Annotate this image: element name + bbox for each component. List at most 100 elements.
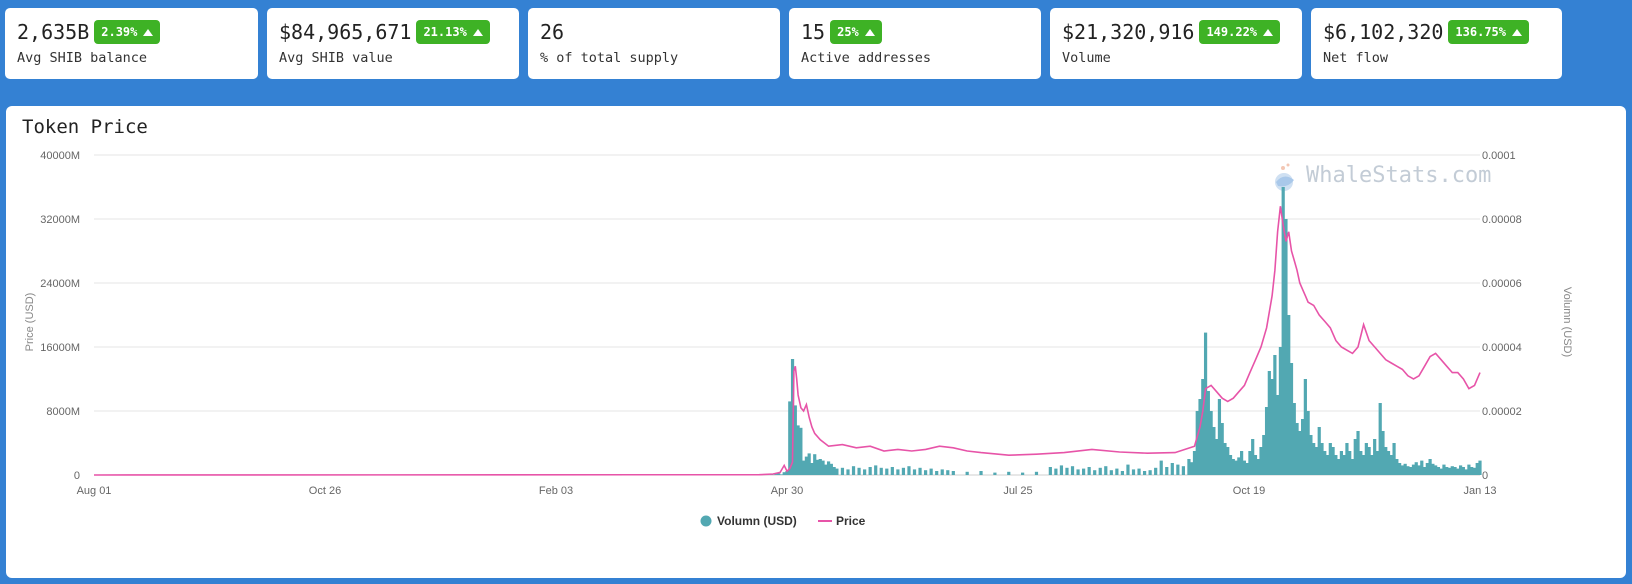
volume-bar [1206,391,1210,475]
volume-bar [1403,463,1407,475]
volume-bar [840,467,845,475]
volume-bar [1350,459,1355,475]
volume-bar [1223,443,1227,475]
change-badge: 149.22% [1199,20,1281,44]
x-tick-label: Oct 19 [1233,485,1265,497]
badge-text: 149.22% [1206,25,1258,39]
left-axis-title: Price (USD) [24,293,36,352]
volume-bar [1359,451,1363,475]
volume-bars [764,187,1482,475]
volume-bar [1289,363,1294,475]
volume-bar [1284,219,1288,475]
volume-bar [1461,467,1465,475]
right-tick-label: 0.00004 [1482,342,1522,354]
volume-bar [813,454,817,475]
stat-card-active-addresses: 15 25% Active addresses [789,8,1041,79]
volume-bar [851,466,856,475]
volume-bar [1115,468,1119,475]
legend-price-label: Price [836,514,866,528]
volume-bar [1378,403,1382,475]
volume-bar [826,461,831,475]
volume-bar [918,467,922,475]
up-arrow-icon [1263,28,1274,36]
volume-bar [1195,411,1199,475]
panel-title: Token Price [22,116,148,138]
left-tick-label: 32000M [40,214,80,226]
volume-bar [1228,455,1233,475]
volume-bar [1273,355,1277,475]
volume-bar [1054,468,1058,475]
up-arrow-icon [1512,28,1522,36]
volume-bar [1337,459,1341,475]
stat-label: Avg SHIB balance [17,50,148,66]
volume-bar [1270,379,1274,475]
volume-bar [1478,460,1482,475]
watermark-text: WhaleStats.com [1306,163,1491,188]
price-line [93,206,1481,476]
chart-legend[interactable]: Volumn (USD) Price [700,514,866,528]
volume-bar [1059,465,1064,475]
volume-bar [1422,467,1427,475]
volume-bar [1253,455,1258,475]
left-tick-label: 16000M [40,342,80,354]
volume-bar [1201,379,1205,475]
volume-bar [1445,467,1449,475]
volume-bar [1137,468,1141,475]
right-tick-label: 0.00002 [1482,406,1522,418]
stat-card-avg-balance: 2,635B 2.39% Avg SHIB balance [5,8,258,79]
change-badge: 25% [830,20,882,44]
volume-bar [1292,403,1296,475]
volume-bar [1021,472,1025,475]
volume-bar [1312,443,1316,475]
volume-bar [1295,423,1299,475]
volume-bar [1458,465,1463,475]
volume-bar [1353,439,1357,475]
volume-bar [818,459,822,475]
volume-bar [1317,427,1321,475]
volume-bar [1314,447,1319,475]
right-tick-label: 0 [1482,470,1488,482]
volume-bar [1420,460,1424,475]
volume-bar [929,468,933,475]
volume-bar [1231,459,1235,475]
volume-bar [1215,439,1219,475]
left-axis-ticks: 0 8000M 16000M 24000M 32000M 40000M [40,150,80,482]
volume-bar [1165,467,1169,475]
volume-bar [1209,411,1213,475]
token-price-panel: Token Price 0 8000M 16000M 24000M 32000M 4000… [6,106,1626,578]
left-tick-label: 0 [74,470,80,482]
stat-value: 2,635B [17,20,90,44]
volume-bar [1409,467,1413,475]
volume-bar [857,467,861,475]
stat-label: % of total supply [540,50,679,66]
volume-bar [951,471,955,475]
volume-bar [1414,462,1418,475]
volume-bar [1007,471,1011,475]
volume-bar [1192,451,1197,475]
volume-bar [1203,332,1208,475]
volume-bar [1126,464,1130,475]
volume-bar [1472,467,1477,475]
volume-bar [912,469,917,475]
volume-bar [779,474,784,475]
volume-bar [1190,462,1194,475]
right-axis-ticks: 0 0.00002 0.00004 0.00006 0.00008 0.0001 [1482,150,1522,482]
volume-bar [1300,419,1305,475]
volume-bar [1278,347,1283,475]
badge-text: 25% [837,25,859,39]
volume-bar [1331,447,1335,475]
volume-bar [1251,439,1255,475]
stat-card-volume: $21,320,916 149.22% Volume [1050,8,1302,79]
volume-bar [1237,457,1241,475]
volume-bar [796,425,800,475]
volume-bar [1264,407,1269,475]
stat-value: $6,102,320 [1323,20,1444,44]
volume-bar [1276,395,1280,475]
volume-bar [1464,469,1468,475]
stat-label: Active addresses [801,50,932,66]
volume-bar [1447,467,1452,475]
volume-bar [1384,447,1388,475]
volume-bar [1392,443,1396,475]
volume-bar [1442,464,1446,475]
x-tick-label: Oct 26 [309,485,341,497]
